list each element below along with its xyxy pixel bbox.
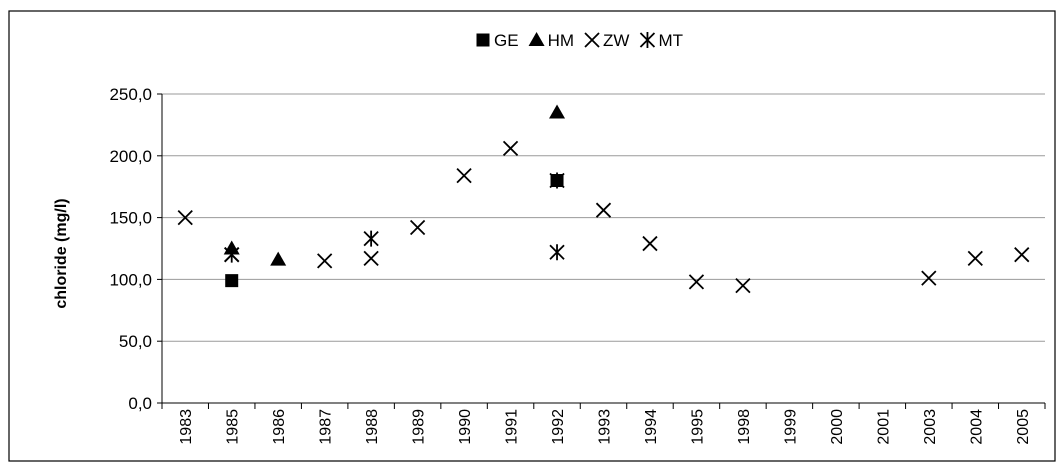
legend-label-mt: MT — [658, 31, 683, 50]
x-axis-ticks: 1983 1985 1986 1987 1988 1989 1990 1991 1992 1993… — [161, 403, 1046, 445]
data-point-zw — [735, 277, 751, 294]
data-point-zw — [177, 209, 193, 226]
data-point-zw — [502, 140, 519, 157]
data-point-zw — [921, 270, 937, 286]
y-axis-ticks: 0,0 50,0 100,0 150,0 200,0 250,0 — [109, 85, 162, 413]
x-tick-label: 1995 — [689, 409, 706, 445]
y-tick-label: 150,0 — [109, 209, 152, 228]
x-tick-label: 1986 — [271, 409, 288, 445]
x-tick-label: 1992 — [550, 409, 567, 445]
data-point-mt — [549, 244, 565, 261]
gridlines — [162, 93, 1045, 342]
legend-label-hm: HM — [548, 31, 574, 50]
data-point-mt — [363, 230, 379, 247]
x-tick-label: 2000 — [829, 409, 846, 445]
data-point-zw — [456, 167, 472, 184]
x-tick-label: 1990 — [457, 409, 474, 445]
legend-marker-zw-icon — [584, 32, 600, 48]
y-tick-label: 100,0 — [109, 270, 152, 289]
x-tick-label: 1998 — [736, 409, 753, 445]
x-tick-label: 1987 — [318, 409, 335, 445]
x-tick-label: 1988 — [364, 409, 381, 445]
x-tick-label: 2004 — [968, 409, 985, 445]
y-tick-label: 200,0 — [109, 147, 152, 166]
x-tick-label: 2005 — [1015, 409, 1032, 445]
legend: GE HM ZW MT — [476, 31, 683, 50]
legend-marker-hm-icon — [528, 32, 545, 46]
x-tick-label: 1991 — [504, 409, 521, 445]
y-tick-label: 250,0 — [109, 85, 152, 104]
data-point-mt — [549, 172, 565, 189]
x-tick-label: 1993 — [597, 409, 614, 445]
data-point-zw — [363, 250, 379, 267]
y-axis-label: chloride (mg/l) — [53, 198, 70, 308]
y-tick-label: 0,0 — [128, 394, 152, 413]
x-tick-label: 2003 — [922, 409, 939, 445]
legend-label-zw: ZW — [603, 31, 629, 50]
data-point-zw — [317, 253, 333, 269]
data-point-hm — [270, 251, 287, 266]
legend-marker-ge-icon — [476, 33, 490, 47]
data-point-zw — [688, 274, 705, 290]
data-point-zw — [595, 202, 612, 218]
data-point-mt — [224, 246, 240, 263]
data-points — [177, 104, 1030, 294]
chart-border — [8, 10, 1056, 462]
data-point-hm — [549, 104, 566, 119]
data-point-zw — [642, 235, 658, 252]
legend-label-ge: GE — [494, 31, 519, 50]
data-point-zw — [1014, 247, 1030, 263]
y-tick-label: 50,0 — [119, 332, 152, 351]
x-tick-label: 1985 — [225, 409, 242, 445]
data-point-zw — [409, 219, 426, 236]
x-tick-label: 1989 — [411, 409, 428, 445]
x-tick-label: 1994 — [643, 409, 660, 445]
data-point-zw — [967, 250, 983, 267]
x-tick-label: 1999 — [782, 409, 799, 445]
x-tick-label: 1983 — [178, 409, 195, 445]
x-tick-label: 2001 — [875, 409, 892, 445]
data-point-ge — [225, 274, 239, 288]
legend-marker-mt-icon — [639, 32, 656, 48]
